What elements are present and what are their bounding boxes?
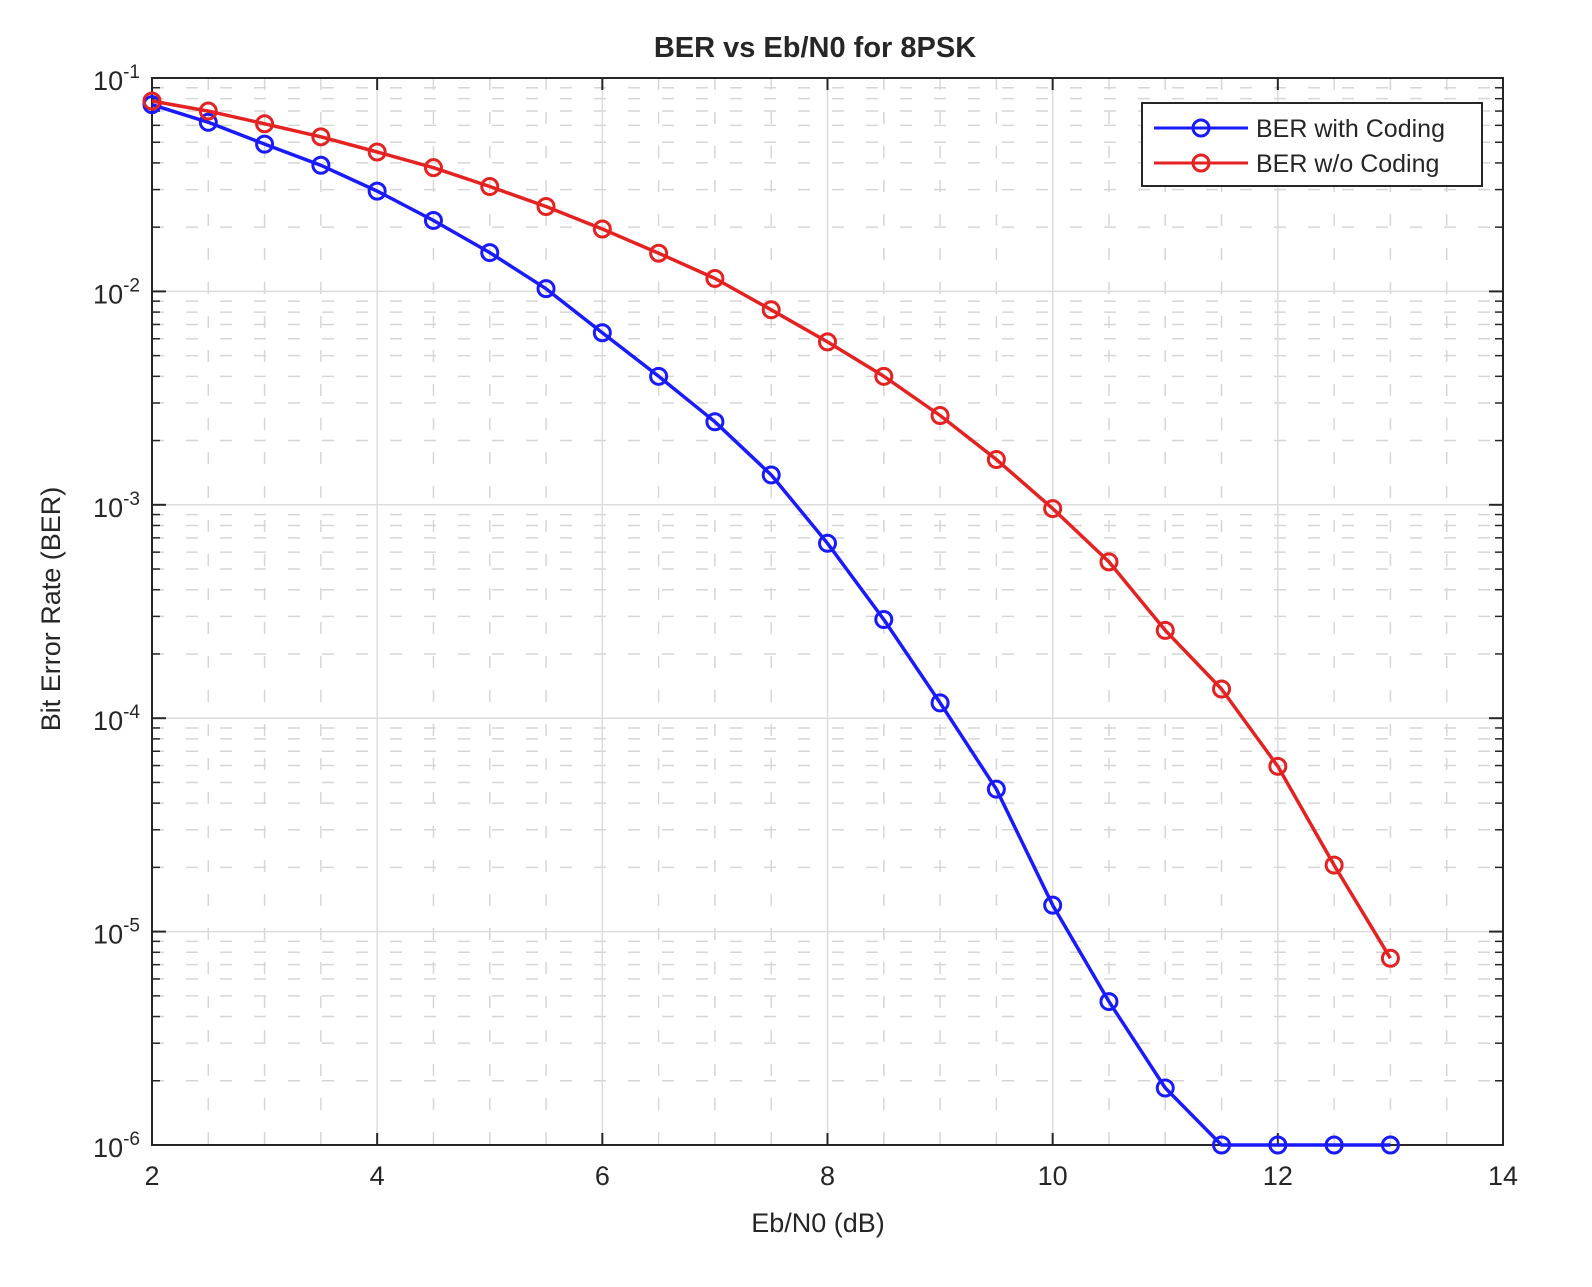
- series-0-point: [255, 134, 275, 154]
- x-tick-label: 2: [144, 1161, 159, 1191]
- x-tick-label: 6: [595, 1161, 610, 1191]
- y-tick-label: 10-6: [93, 1129, 140, 1163]
- x-axis-label: Eb/N0 (dB): [751, 1208, 885, 1238]
- series-line-0: [151, 103, 1391, 1147]
- series-1-point: [423, 158, 443, 178]
- series-1-point: [705, 268, 725, 288]
- x-tick-label: 14: [1488, 1161, 1518, 1191]
- series-1-point: [255, 114, 275, 134]
- x-tick-label: 4: [370, 1161, 385, 1191]
- series-1-point: [198, 101, 218, 121]
- series-0-point: [311, 155, 331, 175]
- series-0-point: [536, 279, 556, 299]
- series-1-point: [818, 332, 837, 352]
- series-1-point: [930, 406, 950, 426]
- series-0-point: [649, 366, 669, 386]
- series-0-point: [986, 779, 1006, 799]
- series-0-point: [592, 323, 612, 343]
- series-0-point: [423, 210, 443, 230]
- series-0-point: [818, 533, 837, 553]
- series-0-point: [480, 243, 500, 263]
- y-tick-label: 10-4: [93, 702, 140, 736]
- series-1-point: [1043, 499, 1063, 519]
- x-tick-label: 12: [1263, 1161, 1293, 1191]
- series-1-point: [1380, 948, 1400, 968]
- series-layer: [142, 91, 1400, 1155]
- y-tick-label: 10-5: [93, 916, 140, 950]
- x-tick-label: 10: [1038, 1161, 1068, 1191]
- tick-layer: 2 4 6 8 10 12 14 10-1 10-2 10-3 10-4 10-5 10-6: [93, 62, 1518, 1191]
- series-0-point: [198, 112, 218, 132]
- series-0-point: [367, 181, 387, 201]
- series-0-point: [930, 693, 950, 713]
- legend-marker-coded: [1191, 118, 1211, 138]
- legend: BER with Coding BER w/o Coding: [1141, 102, 1483, 187]
- series-1-point: [536, 196, 556, 216]
- series-1-point: [592, 219, 612, 239]
- legend-marker-uncoded: [1191, 153, 1211, 173]
- series-0-point: [761, 465, 781, 485]
- series-1-point: [311, 127, 331, 147]
- series-1-point: [986, 450, 1006, 470]
- series-1-point: [1268, 756, 1288, 776]
- series-1-point: [367, 142, 387, 162]
- series-0-point: [1212, 1135, 1232, 1155]
- series-0-point: [1155, 1078, 1175, 1098]
- series-line-1: [151, 99, 1392, 960]
- legend-label-coded: BER with Coding: [1256, 115, 1445, 143]
- y-tick-label: 10-2: [93, 275, 140, 309]
- y-tick-label: 10-3: [93, 489, 140, 523]
- series-1-point: [1324, 855, 1344, 875]
- y-axis-label: Bit Error Rate (BER): [36, 487, 66, 732]
- series-1-point: [649, 243, 669, 263]
- series-0-point: [1099, 992, 1119, 1012]
- series-0-point: [1043, 895, 1063, 915]
- series-1-point: [1099, 552, 1119, 572]
- series-1-point: [142, 91, 162, 111]
- series-0-point: [1268, 1135, 1288, 1155]
- chart-title: BER vs Eb/N0 for 8PSK: [654, 32, 976, 64]
- series-1-point: [1212, 679, 1232, 699]
- series-1-point: [480, 177, 500, 197]
- series-0-point: [1380, 1135, 1400, 1155]
- y-tick-label: 10-1: [93, 62, 140, 96]
- series-1-point: [761, 300, 781, 320]
- legend-label-uncoded: BER w/o Coding: [1256, 150, 1439, 178]
- x-tick-label: 8: [820, 1161, 835, 1191]
- series-1-point: [1155, 620, 1175, 640]
- series-0-point: [1324, 1135, 1344, 1155]
- series-0-point: [705, 412, 725, 432]
- series-1-point: [874, 366, 894, 386]
- series-0-point: [874, 610, 894, 630]
